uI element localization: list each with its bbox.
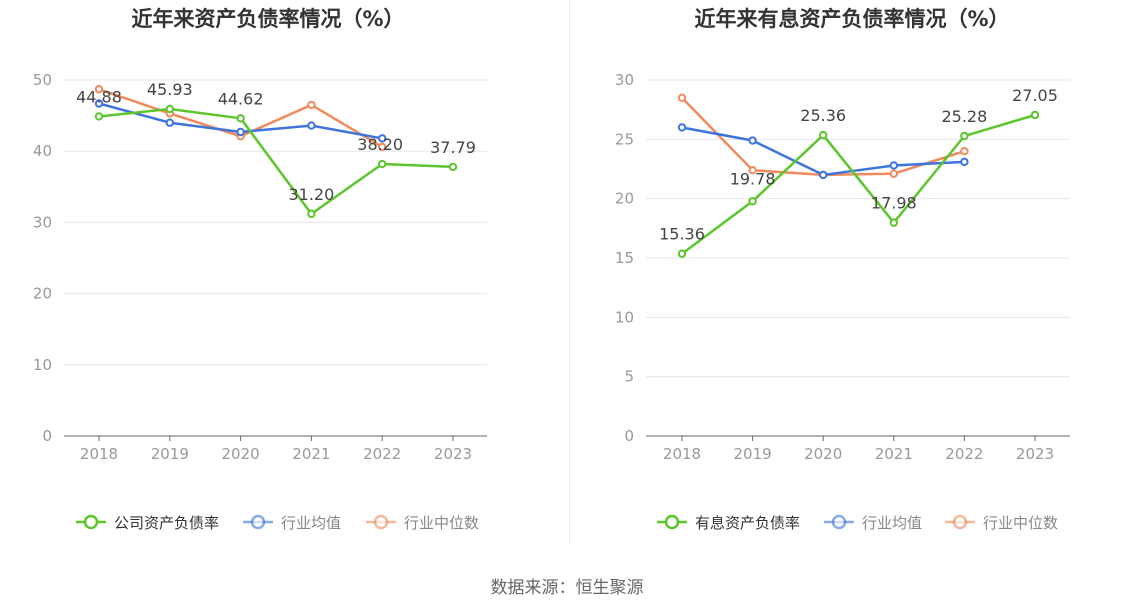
data-point-company xyxy=(889,218,898,227)
data-source-note: 数据来源：恒生聚源 xyxy=(490,578,644,598)
data-point-avg xyxy=(819,170,828,180)
data-point-company xyxy=(748,197,757,206)
data-point-median xyxy=(677,93,687,103)
chart-title: 近年来有息资产负债率情况（%） xyxy=(694,7,1009,31)
legend-item-avg: 行业均值 xyxy=(243,514,341,532)
legend-marker xyxy=(83,514,99,530)
y-tick-label: 25 xyxy=(615,130,634,148)
data-point-avg xyxy=(236,127,245,137)
legend-label: 公司资产负债率 xyxy=(114,514,219,532)
x-tick-label: 2022 xyxy=(363,445,401,463)
data-point-avg xyxy=(94,99,104,108)
series-line-company xyxy=(98,107,454,216)
data-point-avg xyxy=(378,134,387,143)
y-tick-label: 15 xyxy=(615,249,634,267)
data-point-company xyxy=(236,114,245,123)
data-label: 19.78 xyxy=(730,169,776,188)
data-label: 37.79 xyxy=(430,138,476,157)
data-point-avg xyxy=(307,121,316,130)
data-point-median xyxy=(960,147,969,156)
x-tick-label: 2023 xyxy=(1016,445,1054,463)
data-label: 38.20 xyxy=(357,135,403,154)
x-tick-label: 2023 xyxy=(434,445,472,463)
legend-item-company: 公司资产负债率 xyxy=(76,514,219,532)
data-label: 17.98 xyxy=(871,194,917,213)
chart-interest-debt-ratio: 近年来有息资产负债率情况（%） 0 5 10 15 20 25 30 2018 2019 2020 2… xyxy=(615,7,1070,532)
y-tick-label: 30 xyxy=(33,213,52,231)
legend-marker xyxy=(250,514,266,530)
data-point-company xyxy=(960,131,969,141)
legend-item-avg: 行业均值 xyxy=(824,514,922,532)
data-label: 25.36 xyxy=(800,106,846,125)
chart-title: 近年来资产负债率情况（%） xyxy=(131,7,404,31)
data-point-company xyxy=(165,104,175,114)
data-point-company xyxy=(307,209,316,219)
y-tick-label: 10 xyxy=(615,308,634,326)
data-label: 25.28 xyxy=(941,107,987,126)
data-point-median xyxy=(378,142,387,152)
data-point-avg xyxy=(165,118,175,127)
data-label: 27.05 xyxy=(1012,86,1058,105)
chart-divider xyxy=(569,0,570,545)
legend-marker xyxy=(373,514,389,530)
data-point-company xyxy=(448,162,458,172)
data-label: 44.62 xyxy=(218,89,264,108)
legend-item-median: 行业中位数 xyxy=(366,514,479,532)
data-point-avg xyxy=(889,161,898,170)
data-point-avg xyxy=(748,136,757,145)
x-tick-label: 2021 xyxy=(292,445,330,463)
x-tick-label: 2022 xyxy=(945,445,983,463)
x-tick-label: 2019 xyxy=(151,445,189,463)
y-tick-label: 0 xyxy=(42,427,52,445)
x-tick-label: 2021 xyxy=(875,445,913,463)
data-point-company xyxy=(94,112,104,121)
y-tick-label: 0 xyxy=(624,427,634,445)
legend-label: 行业均值 xyxy=(862,514,922,532)
legend-marker xyxy=(664,514,680,530)
legend-item-median: 行业中位数 xyxy=(945,514,1058,532)
legend-item-company: 有息资产负债率 xyxy=(657,514,800,532)
data-point-avg xyxy=(960,157,969,167)
data-label: 44.88 xyxy=(76,87,122,106)
legend-label: 行业均值 xyxy=(281,514,341,532)
data-point-median xyxy=(889,169,898,178)
data-point-company xyxy=(677,249,687,258)
legend-marker xyxy=(952,514,968,530)
y-tick-label: 5 xyxy=(624,368,634,386)
x-tick-label: 2018 xyxy=(663,445,701,463)
x-tick-label: 2018 xyxy=(80,445,118,463)
data-point-median xyxy=(94,85,104,94)
data-point-median xyxy=(307,100,316,110)
data-label: 31.20 xyxy=(288,185,334,204)
legend-marker xyxy=(831,514,847,530)
y-tick-label: 30 xyxy=(615,71,634,89)
data-point-median xyxy=(748,165,757,175)
series-line-company xyxy=(681,113,1036,255)
data-point-company xyxy=(1030,110,1040,120)
y-tick-label: 50 xyxy=(33,71,52,89)
data-point-company xyxy=(378,159,387,169)
y-tick-label: 40 xyxy=(33,142,52,160)
legend-label: 行业中位数 xyxy=(404,514,479,532)
data-point-company xyxy=(819,130,828,140)
chart-debt-ratio: 近年来资产负债率情况（%） 0 10 20 30 40 50 2018 2019 2020 2021… xyxy=(33,7,487,532)
x-tick-label: 2020 xyxy=(222,445,260,463)
x-tick-label: 2019 xyxy=(734,445,772,463)
data-label: 15.36 xyxy=(659,225,705,244)
y-tick-label: 20 xyxy=(33,285,52,303)
y-tick-label: 20 xyxy=(615,190,634,208)
legend-label: 行业中位数 xyxy=(983,514,1058,532)
x-tick-label: 2020 xyxy=(804,445,842,463)
legend-label: 有息资产负债率 xyxy=(695,514,800,532)
data-point-avg xyxy=(677,123,687,132)
y-tick-label: 10 xyxy=(33,356,52,374)
data-label: 45.93 xyxy=(147,80,193,99)
